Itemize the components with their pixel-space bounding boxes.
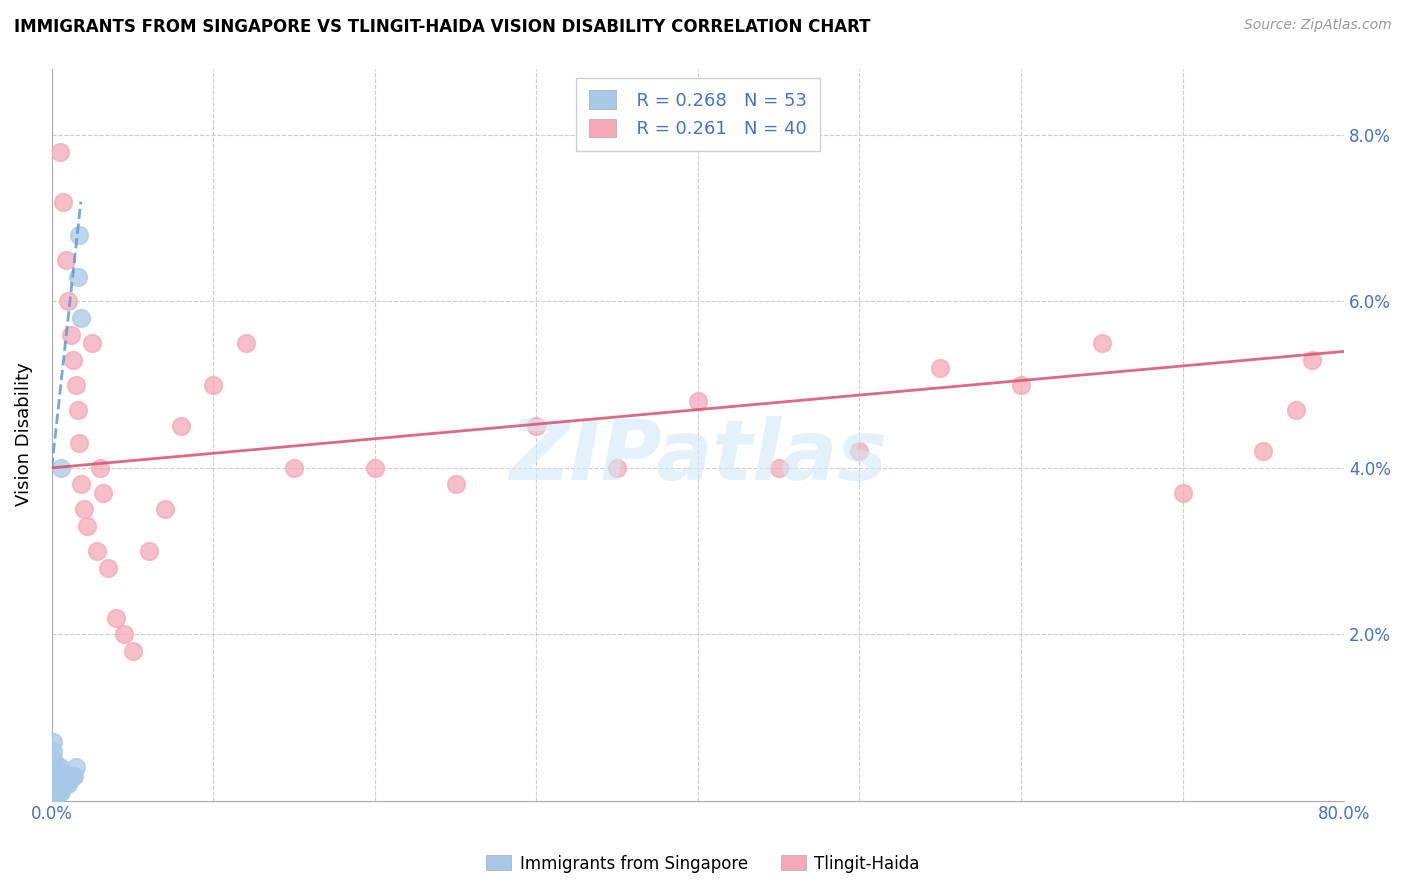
Point [121,644,143,658]
Point [202,377,225,392]
Point [53,777,76,791]
Point [69,477,91,491]
Text: Source: ZipAtlas.com: Source: ZipAtlas.com [1244,18,1392,32]
Point [60,769,83,783]
Point [97,560,120,574]
Point [44,769,66,783]
Point [606,460,628,475]
Point [69,311,91,326]
Point [768,460,790,475]
Point [66,269,89,284]
Point [44,777,66,791]
Point [41,744,63,758]
Point [44,777,66,791]
Point [58,769,80,783]
Point [46,777,69,791]
Point [1171,485,1194,500]
Point [44,777,66,791]
Point [52,769,75,783]
Point [52,194,75,209]
Point [49,145,72,159]
Point [56,777,79,791]
Point [42,769,65,783]
Point [89,460,111,475]
Point [42,777,65,791]
Point [45,777,67,791]
Point [44,769,66,783]
Point [62,769,84,783]
Point [56,294,79,309]
Legend: Immigrants from Singapore, Tlingit-Haida: Immigrants from Singapore, Tlingit-Haida [479,848,927,880]
Point [45,785,67,799]
Point [49,760,72,774]
Point [44,769,66,783]
Point [46,769,69,783]
Point [51,769,73,783]
Point [1301,352,1323,367]
Point [60,327,83,342]
Point [42,769,65,783]
Point [41,735,63,749]
Point [105,610,128,624]
Point [55,252,77,267]
Point [53,769,76,783]
Point [42,777,65,791]
Point [42,769,65,783]
Point [65,760,87,774]
Point [45,769,67,783]
Point [76,519,98,533]
Point [44,777,66,791]
Point [1285,402,1308,417]
Point [86,544,108,558]
Y-axis label: Vision Disability: Vision Disability [15,363,32,507]
Point [49,785,72,799]
Point [686,394,709,409]
Point [45,785,67,799]
Point [45,777,67,791]
Point [55,777,77,791]
Point [45,760,67,774]
Point [52,777,75,791]
Point [66,402,89,417]
Point [51,785,73,799]
Point [93,485,115,500]
Point [44,777,66,791]
Point [1010,377,1032,392]
Point [42,760,65,774]
Point [848,444,870,458]
Point [114,627,136,641]
Point [42,760,65,774]
Point [62,352,84,367]
Point [929,361,952,376]
Point [46,785,69,799]
Point [526,419,548,434]
Point [73,502,96,516]
Point [1253,444,1275,458]
Legend:   R = 0.268   N = 53,   R = 0.261   N = 40: R = 0.268 N = 53, R = 0.261 N = 40 [576,78,820,151]
Point [65,377,87,392]
Point [42,752,65,766]
Point [63,769,86,783]
Point [49,769,72,783]
Point [51,777,73,791]
Point [45,785,67,799]
Point [364,460,387,475]
Point [44,785,66,799]
Text: IMMIGRANTS FROM SINGAPORE VS TLINGIT-HAIDA VISION DISABILITY CORRELATION CHART: IMMIGRANTS FROM SINGAPORE VS TLINGIT-HAI… [14,18,870,36]
Point [235,336,257,351]
Point [1091,336,1114,351]
Point [138,544,160,558]
Point [67,436,90,450]
Point [444,477,467,491]
Text: ZIPatlas: ZIPatlas [509,416,887,497]
Point [283,460,305,475]
Point [153,502,176,516]
Point [82,336,104,351]
Point [67,227,90,242]
Point [49,777,72,791]
Point [51,460,73,475]
Point [42,777,65,791]
Point [44,777,66,791]
Point [170,419,193,434]
